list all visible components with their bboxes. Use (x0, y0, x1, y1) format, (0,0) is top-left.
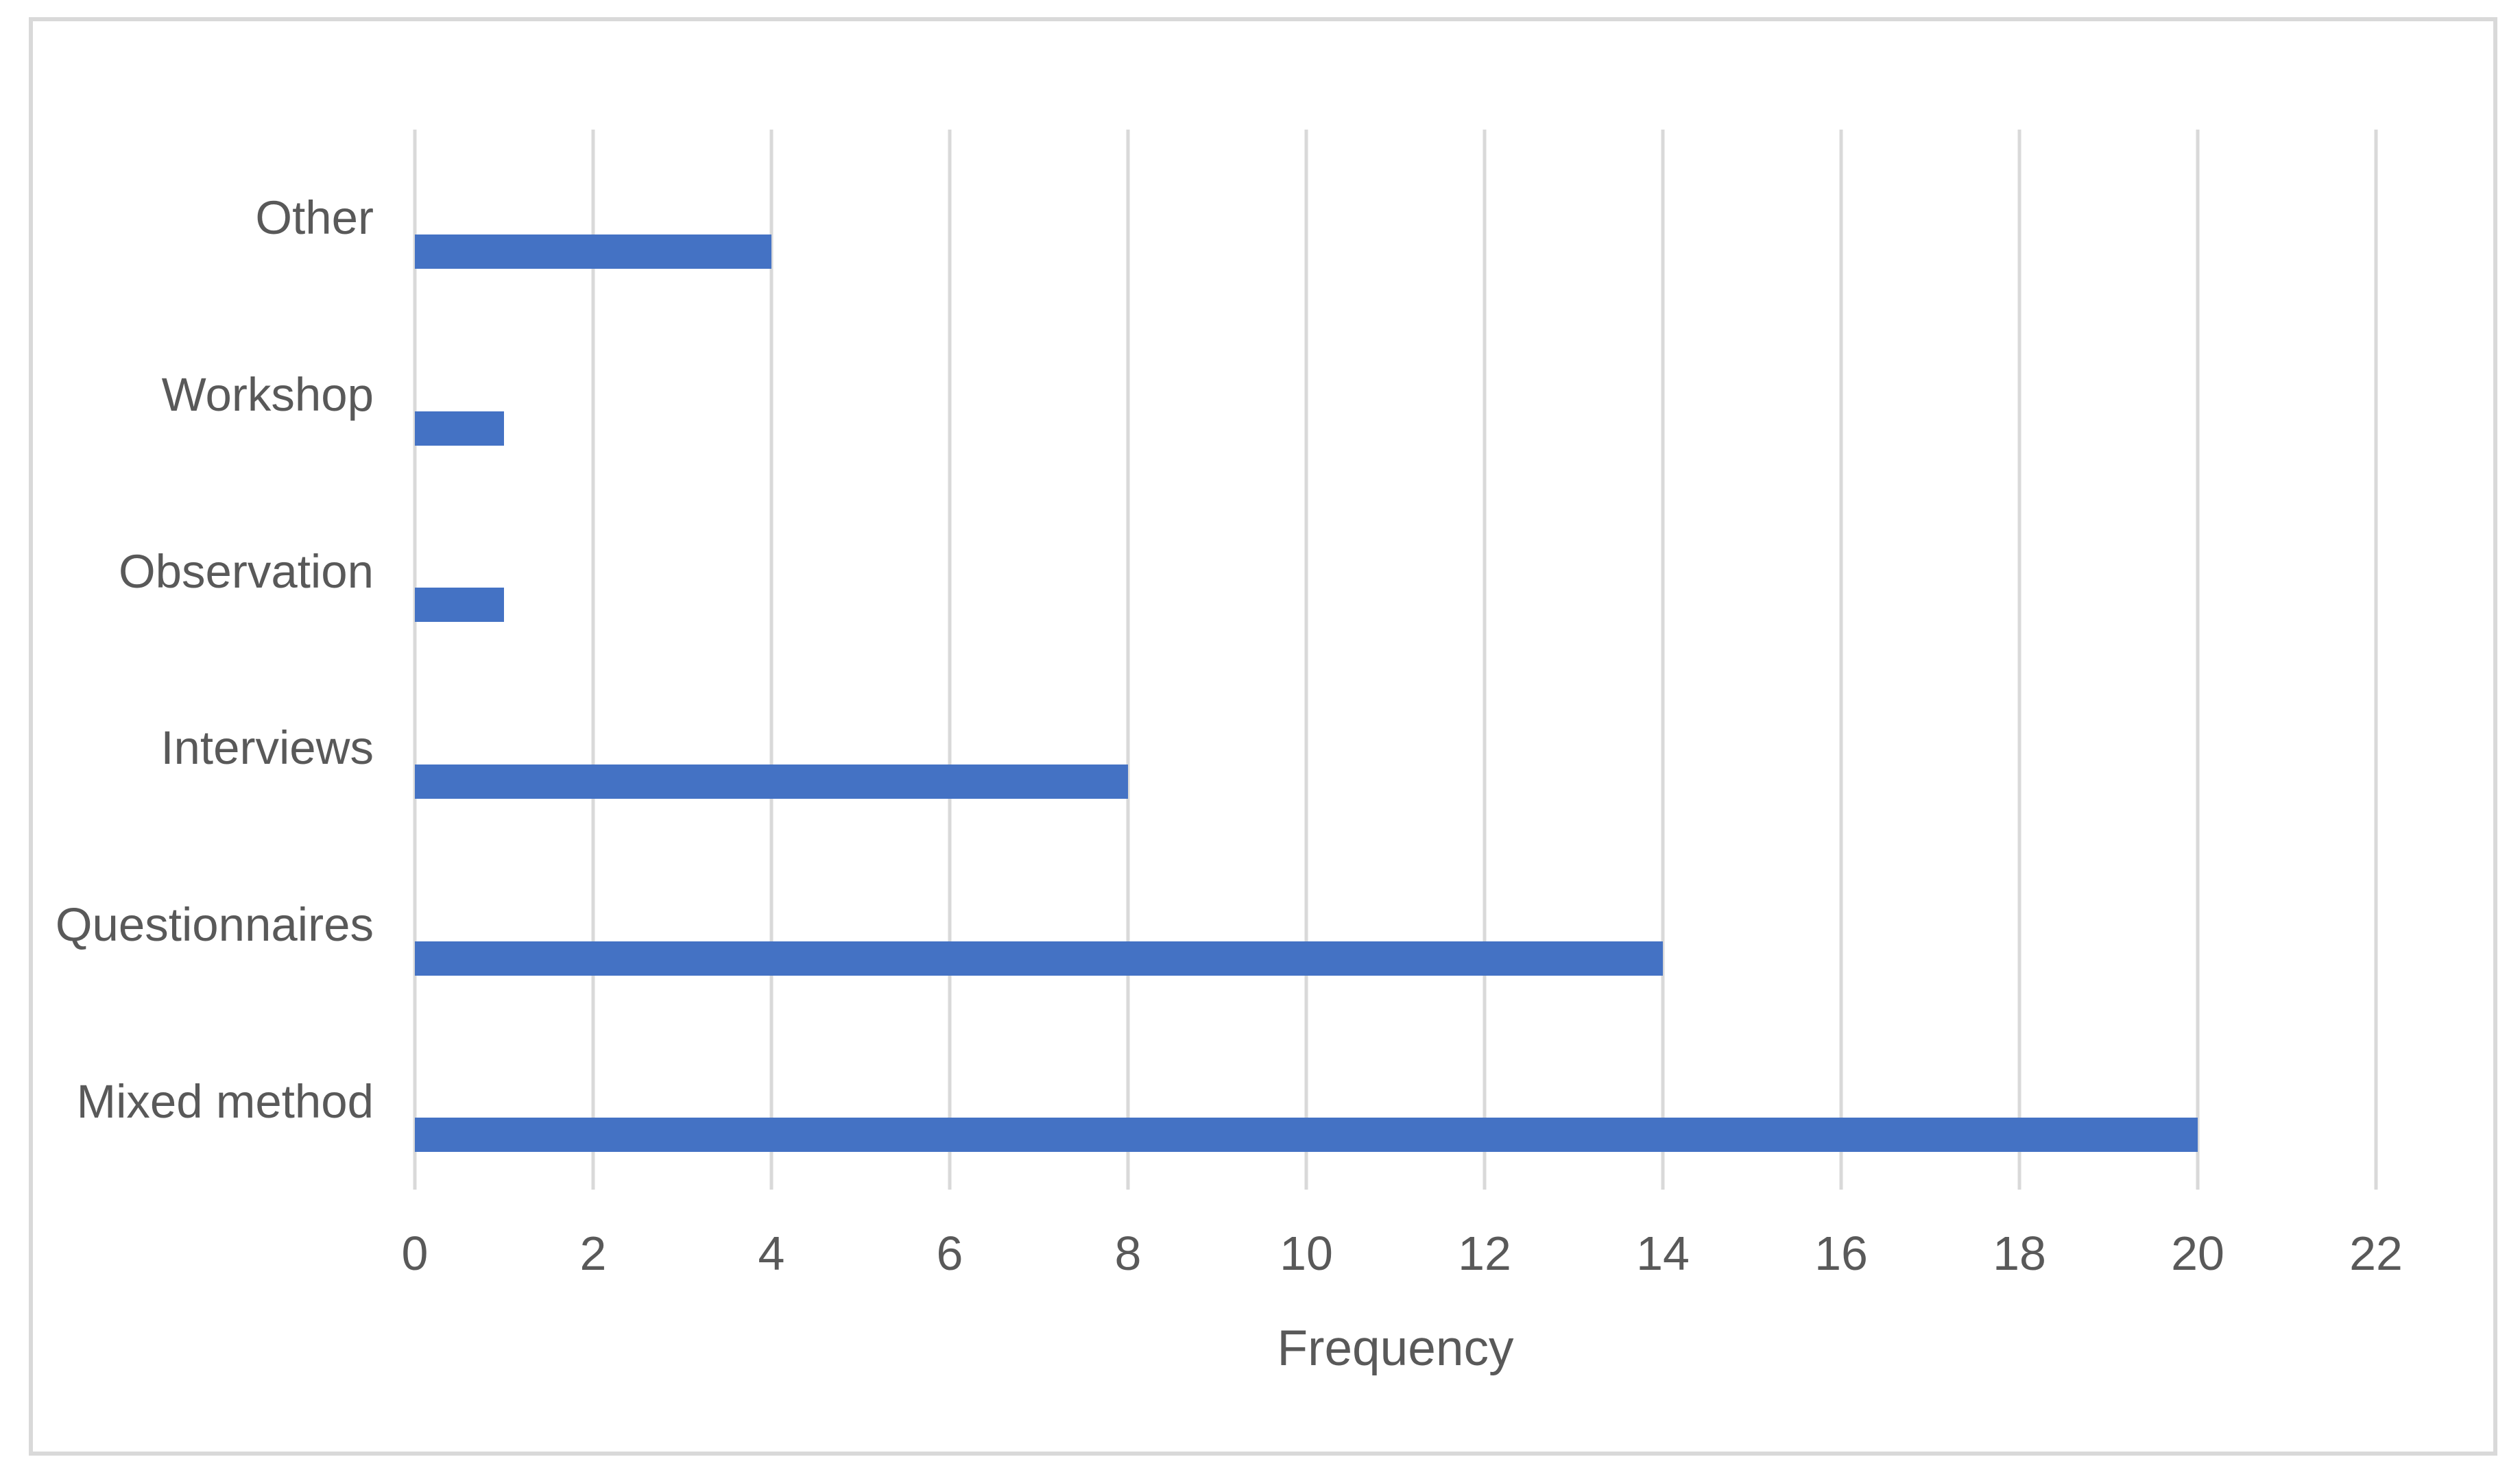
gridline (1304, 130, 1308, 1190)
x-tick-label: 22 (2349, 1227, 2403, 1280)
x-tick-label: 10 (1280, 1227, 1333, 1280)
category-label: Questionnaires (55, 898, 374, 951)
bar-interviews (415, 764, 1128, 799)
category-label: Other (255, 191, 374, 245)
x-tick-label: 18 (1993, 1227, 2046, 1280)
category-label: Workshop (161, 368, 374, 421)
category-label: Observation (118, 544, 374, 598)
gridline (1661, 130, 1665, 1190)
gridline (2196, 130, 2200, 1190)
gridline (413, 130, 417, 1190)
x-tick-label: 14 (1636, 1227, 1690, 1280)
gridline (591, 130, 595, 1190)
x-tick-label: 0 (401, 1227, 429, 1280)
gridline (1839, 130, 1843, 1190)
x-tick-label: 8 (1114, 1227, 1142, 1280)
x-tick-label: 16 (1814, 1227, 1868, 1280)
gridline (1483, 130, 1487, 1190)
x-tick-label: 20 (2171, 1227, 2224, 1280)
gridline (2017, 130, 2021, 1190)
category-label: Interviews (160, 721, 374, 775)
x-tick-label: 4 (758, 1227, 785, 1280)
gridline (769, 130, 773, 1190)
plot-area (413, 130, 2378, 1190)
bar-questionnaires (415, 941, 1663, 976)
x-tick-label: 6 (936, 1227, 963, 1280)
category-label: Mixed method (76, 1074, 374, 1128)
gridline (948, 130, 952, 1190)
bar-workshop (415, 411, 504, 446)
gridline (1126, 130, 1130, 1190)
bar-other (415, 234, 771, 269)
gridline (2374, 130, 2378, 1190)
x-tick-label: 2 (579, 1227, 607, 1280)
bar-mixed-method (415, 1118, 2198, 1153)
x-tick-label: 12 (1458, 1227, 1511, 1280)
category-axis: Other Workshop Observation Interviews Questi… (41, 130, 374, 1190)
x-axis-title: Frequency (1277, 1321, 1514, 1376)
bar-observation (415, 588, 504, 623)
